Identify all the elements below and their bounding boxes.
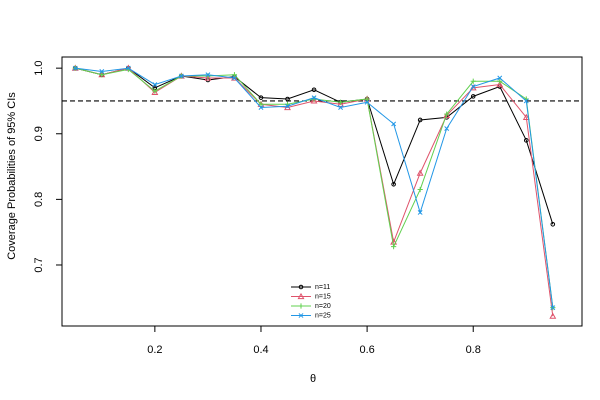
point xyxy=(417,117,423,123)
point xyxy=(497,75,503,81)
point xyxy=(298,313,304,318)
point xyxy=(550,305,556,311)
y-tick-label: 1.0 xyxy=(33,61,45,76)
point xyxy=(99,69,105,74)
point xyxy=(151,88,159,96)
point xyxy=(470,78,476,84)
point xyxy=(258,105,264,110)
point xyxy=(338,105,344,110)
point xyxy=(470,94,476,99)
point xyxy=(258,101,264,107)
series-line xyxy=(75,67,554,308)
point xyxy=(204,74,212,81)
point xyxy=(258,95,264,100)
legend: n=11 n=15 n=20 n=25 xyxy=(291,284,331,319)
point xyxy=(232,75,237,81)
series-line xyxy=(75,67,554,225)
point xyxy=(285,103,290,109)
point xyxy=(205,72,211,78)
point xyxy=(550,222,556,227)
point xyxy=(496,80,504,88)
point xyxy=(523,98,529,104)
point xyxy=(152,82,158,87)
y-tick-label: 0.9 xyxy=(33,126,45,141)
x-tick-label: 0.2 xyxy=(147,344,162,356)
point xyxy=(443,111,451,118)
point xyxy=(364,96,370,102)
point xyxy=(470,84,476,89)
point xyxy=(337,100,345,107)
point xyxy=(72,65,78,71)
point xyxy=(152,88,158,94)
point xyxy=(416,169,424,176)
series-line xyxy=(75,67,554,308)
point xyxy=(298,303,304,309)
point xyxy=(125,65,131,71)
legend-label: n=15 xyxy=(315,293,331,300)
point xyxy=(391,121,397,127)
point xyxy=(497,78,503,84)
point xyxy=(549,312,557,319)
point xyxy=(310,97,318,104)
point xyxy=(444,126,450,131)
point xyxy=(99,72,105,78)
series-line xyxy=(75,67,554,317)
x-tick-label: 0.4 xyxy=(253,344,268,356)
x-tick-label: 0.8 xyxy=(466,344,481,356)
point xyxy=(231,72,238,78)
y-tick-label: 0.8 xyxy=(33,192,45,207)
y-axis-label: Coverage Probabilities of 95% CIs xyxy=(6,92,18,260)
plot-frame xyxy=(61,56,583,327)
point xyxy=(522,113,530,120)
point xyxy=(391,181,396,187)
legend-label: n=20 xyxy=(315,303,331,310)
point xyxy=(311,87,317,93)
point xyxy=(178,73,184,79)
point xyxy=(337,99,344,105)
point xyxy=(311,95,317,101)
x-tick-label: 0.6 xyxy=(359,344,374,356)
x-axis-label: θ xyxy=(310,373,316,385)
point xyxy=(417,210,423,215)
point xyxy=(297,292,305,300)
point xyxy=(364,99,370,105)
point xyxy=(523,138,529,143)
point xyxy=(285,96,290,102)
point xyxy=(298,284,304,290)
legend-label: n=11 xyxy=(315,284,330,291)
point xyxy=(444,111,450,117)
y-tick-label: 0.7 xyxy=(33,257,45,272)
legend-label: n=25 xyxy=(315,312,331,319)
point xyxy=(391,244,397,250)
point xyxy=(417,186,423,193)
